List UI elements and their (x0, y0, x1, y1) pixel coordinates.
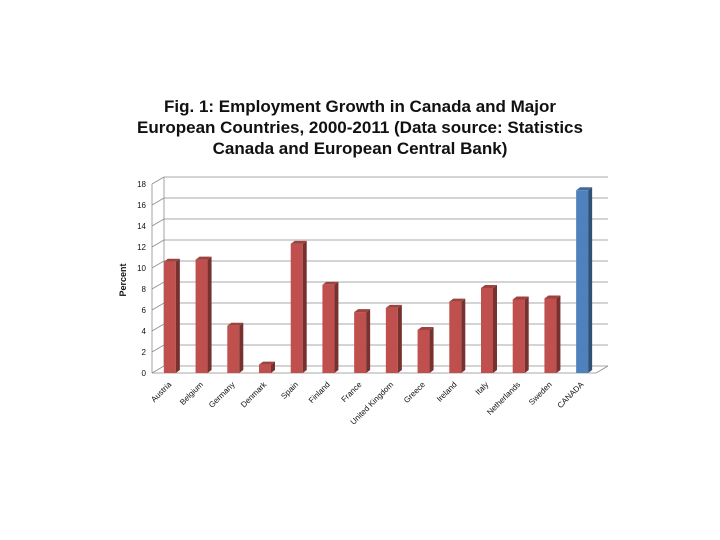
bar-germany (227, 322, 244, 373)
bar-united-kingdom (385, 304, 402, 373)
chart-title-line-2: European Countries, 2000-2011 (Data sour… (137, 118, 583, 137)
gridline-depth (151, 365, 165, 374)
bar-side (588, 187, 593, 373)
x-tick-label: Denmark (239, 379, 269, 409)
x-tick-label: France (340, 380, 364, 404)
y-tick-label: 10 (137, 264, 146, 273)
x-tick-label: Ireland (435, 380, 459, 404)
bar-top (544, 295, 561, 299)
x-tick-label: Germany (207, 380, 237, 410)
bar-austria (163, 258, 180, 373)
bar-front (259, 364, 271, 373)
bar-front (544, 298, 557, 373)
chart-title-line-1: Fig. 1: Employment Growth in Canada and … (164, 97, 556, 116)
bar-top (354, 309, 371, 313)
bar-side (366, 309, 371, 373)
bar-side (302, 240, 307, 373)
bar-front (290, 243, 303, 373)
gridline-depth (151, 344, 165, 353)
chart-title: Fig. 1: Employment Growth in Canada and … (110, 96, 610, 159)
bar-front (354, 312, 367, 373)
grid (151, 176, 608, 374)
bar-canada (576, 187, 593, 373)
bar-front (227, 325, 240, 373)
bar-top (417, 326, 434, 330)
bar-top (481, 284, 497, 288)
bar-front (322, 284, 335, 373)
x-tick-label: Finland (307, 380, 332, 405)
gridline-depth (151, 197, 165, 206)
bar-france (354, 309, 371, 373)
bar-side (207, 256, 212, 373)
bars (163, 187, 593, 373)
bar-front (163, 261, 176, 373)
x-tick-label: Greece (402, 380, 427, 405)
y-tick-label: 2 (142, 348, 147, 357)
bar-front (449, 301, 462, 373)
gridline-depth (151, 323, 165, 332)
x-tick-label: Netherlands (485, 380, 522, 417)
gridline-depth (151, 218, 165, 227)
bar-side (524, 296, 529, 373)
gridline-depth (151, 281, 165, 290)
y-tick-label: 6 (142, 306, 147, 315)
x-tick-label: CANADA (556, 380, 586, 410)
bar-top (227, 322, 244, 326)
y-tick-label: 12 (137, 243, 146, 252)
bar-front (576, 190, 589, 373)
bar-front (417, 329, 430, 373)
bar-front (385, 307, 398, 373)
axes (151, 177, 609, 374)
y-axis-label: Percent (118, 263, 128, 296)
bar-greece (417, 326, 434, 373)
bar-italy (481, 284, 497, 373)
bar-belgium (195, 256, 212, 373)
bar-top (195, 256, 212, 260)
y-tick-label: 0 (142, 369, 147, 378)
bar-front (195, 259, 208, 373)
bar-top (290, 240, 307, 244)
bar-top (576, 187, 593, 191)
bar-front (481, 287, 493, 373)
y-tick-label: 4 (142, 327, 147, 336)
y-tick-label: 14 (137, 222, 146, 231)
bar-top (512, 296, 529, 300)
bar-side (397, 304, 402, 373)
bar-top (163, 258, 180, 262)
bar-side (271, 361, 275, 373)
chart-title-line-3: Canada and European Central Bank) (212, 139, 508, 158)
bar-side (334, 281, 339, 373)
gridline-depth (151, 176, 165, 185)
bar-side (239, 322, 244, 373)
y-tick-label: 18 (137, 180, 146, 189)
bar-spain (290, 240, 307, 373)
bar-ireland (449, 298, 466, 373)
floor-edge (595, 365, 609, 374)
bar-finland (322, 281, 339, 373)
bar-top (449, 298, 466, 302)
bar-top (259, 361, 275, 365)
bar-denmark (259, 361, 275, 373)
bar-front (512, 299, 525, 373)
x-tick-label: Belgium (178, 380, 205, 407)
bar-side (493, 284, 497, 373)
bar-netherlands (512, 296, 529, 373)
bar-side (461, 298, 466, 373)
gridline-depth (151, 260, 165, 269)
bar-side (175, 258, 180, 373)
gridline-depth (151, 302, 165, 311)
bar-top (322, 281, 339, 285)
bar-top (385, 304, 402, 308)
bar-sweden (544, 295, 561, 373)
x-tick-label: Italy (474, 380, 491, 397)
y-tick-label: 8 (142, 285, 147, 294)
x-tick-label: Sweden (527, 380, 554, 407)
x-tick-label: Spain (279, 380, 300, 401)
bar-side (429, 326, 434, 373)
gridline-depth (151, 239, 165, 248)
x-tick-label: Austria (149, 380, 173, 404)
y-tick-label: 16 (137, 201, 146, 210)
bar-side (556, 295, 561, 373)
